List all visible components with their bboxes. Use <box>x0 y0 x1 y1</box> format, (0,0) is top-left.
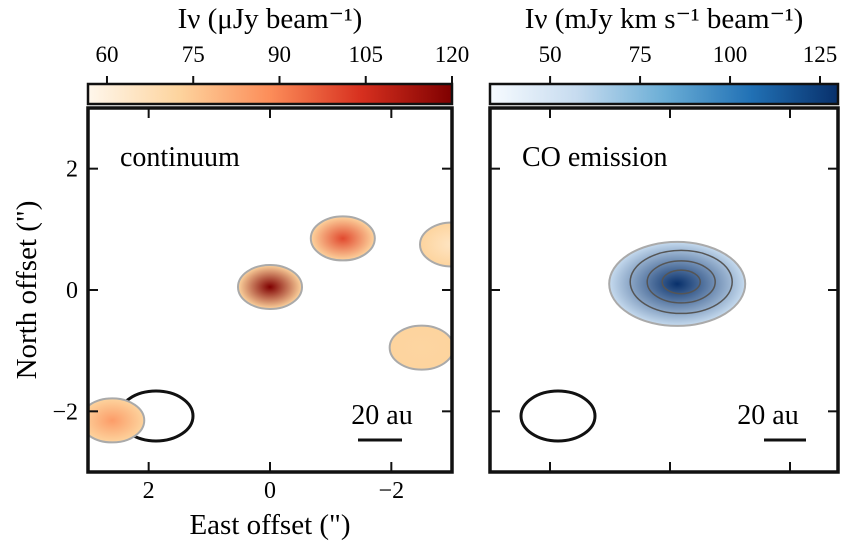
source <box>80 398 144 442</box>
annotation: continuum <box>120 142 240 173</box>
colorbar-tick-label: 75 <box>629 42 652 67</box>
x-tick-label: −2 <box>379 478 405 504</box>
colorbar-tick-label: 50 <box>539 42 562 67</box>
colorbar <box>88 84 452 104</box>
plot-area <box>80 216 484 442</box>
beam <box>521 391 595 441</box>
colorbar <box>490 84 838 104</box>
source <box>390 326 454 370</box>
x-tick-label: 2 <box>143 478 155 504</box>
colorbar-title: Iν (μJy beam⁻¹) <box>178 3 363 35</box>
y-tick-label: 0 <box>66 278 78 304</box>
colorbar-title: Iν (mJy km s⁻¹ beam⁻¹) <box>525 3 804 35</box>
colorbar-tick-label: 90 <box>268 42 291 67</box>
y-tick-label: 2 <box>66 157 78 183</box>
colorbar-tick-label: 105 <box>348 42 383 67</box>
source <box>311 216 375 260</box>
x-tick-label: 0 <box>264 478 276 504</box>
colorbar-tick-label: 75 <box>182 42 205 67</box>
x-axis-label: East offset (") <box>189 509 350 541</box>
colorbar-tick-label: 120 <box>435 42 470 67</box>
chart: 60 75 90 105 120 Iν (μJy beam⁻¹) 2 0 −2 −2 0 2 conti… <box>0 0 856 549</box>
colorbar-tick-label: 125 <box>803 42 838 67</box>
y-tick-label: −2 <box>52 399 78 425</box>
annotation: CO emission <box>522 142 667 173</box>
scale-label: 20 au <box>351 400 412 431</box>
y-axis-label: North offset (") <box>11 201 43 380</box>
colorbar-tick-label: 100 <box>713 42 748 67</box>
plot-area <box>609 242 745 326</box>
colorbar-tick-label: 60 <box>95 42 118 67</box>
scale-label: 20 au <box>737 400 798 431</box>
source <box>238 265 302 309</box>
